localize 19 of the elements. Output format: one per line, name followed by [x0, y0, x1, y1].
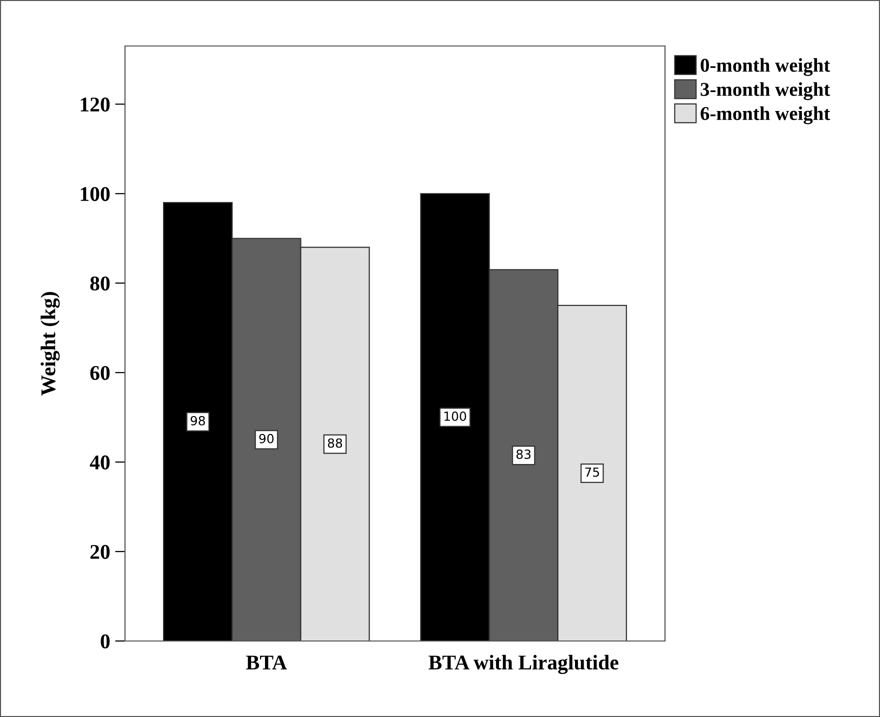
y-tick-label: 0	[100, 634, 110, 648]
y-tick-label: 120	[80, 98, 110, 112]
y-tick-label: 40	[90, 455, 110, 470]
data-label: 98	[190, 416, 205, 426]
legend-label: 3-month weight	[700, 82, 830, 100]
y-tick-label: 100	[80, 187, 110, 202]
data-label: 90	[259, 434, 274, 444]
legend-label: 0-month weight	[700, 58, 830, 76]
y-tick-label: 20	[90, 544, 110, 559]
y-axis-title: Weight (kg)	[40, 292, 60, 396]
data-label: 83	[516, 450, 531, 459]
x-tick-label: BTA with Liraglutide	[428, 654, 618, 674]
data-label: 100	[444, 411, 466, 421]
x-tick-label: BTA	[246, 656, 287, 670]
legend-label: 6-month weight	[700, 106, 830, 124]
y-tick-label: 80	[90, 276, 110, 291]
data-label: 75	[585, 468, 600, 477]
y-tick-label: 60	[90, 366, 110, 380]
data-label: 88	[328, 438, 342, 448]
